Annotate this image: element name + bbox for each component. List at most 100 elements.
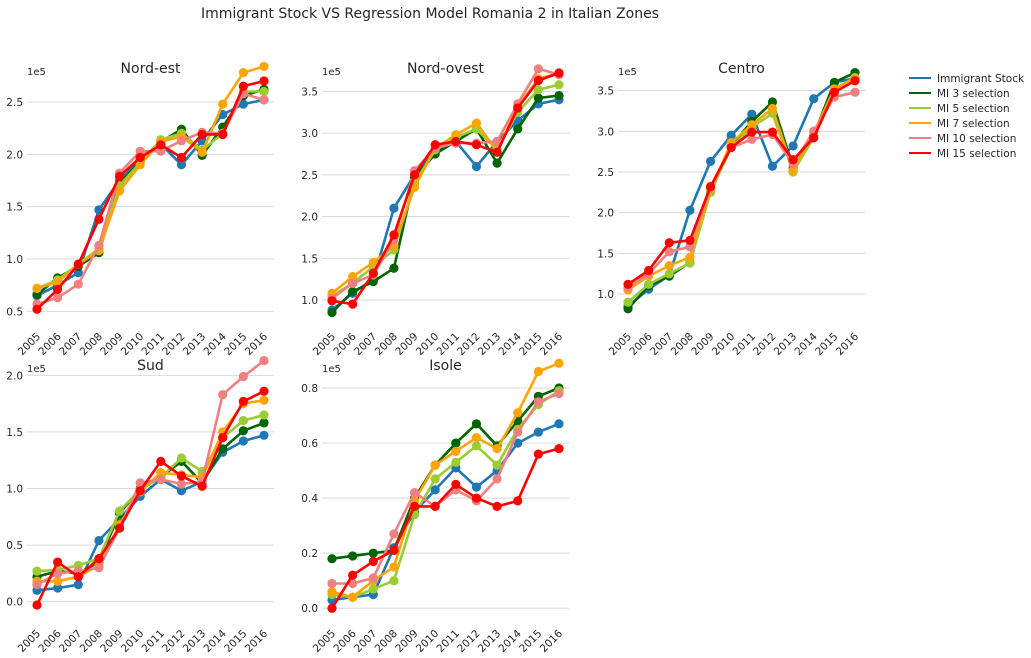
- data-point: [685, 235, 695, 245]
- data-point: [327, 307, 337, 318]
- data-point: [726, 142, 736, 153]
- data-point: [513, 496, 523, 506]
- data-point: [451, 438, 461, 448]
- y-tick-label: 3.0: [597, 126, 614, 138]
- y-offset-label: 1e5: [322, 364, 341, 375]
- x-tick-label: 2006: [331, 330, 359, 358]
- x-tick-label: 2010: [710, 331, 737, 358]
- y-tick-label: 3.0: [301, 128, 318, 140]
- series-line: [36, 79, 265, 311]
- data-point: [259, 418, 269, 428]
- data-point: [664, 260, 674, 271]
- data-point: [53, 557, 63, 567]
- x-tick-label: 2014: [496, 627, 524, 655]
- data-point: [554, 358, 564, 368]
- subplot-title: Sud: [137, 358, 164, 374]
- data-point: [389, 203, 399, 213]
- data-point: [685, 205, 695, 215]
- legend-item: MI 10 selection: [909, 133, 1016, 145]
- series-mi-5-selection: [32, 86, 269, 293]
- x-tick-label: 2016: [538, 627, 566, 655]
- x-tick-label: 2011: [435, 628, 462, 655]
- data-point: [533, 93, 543, 103]
- data-point: [53, 576, 63, 586]
- series-mi-3-selection: [327, 90, 564, 318]
- x-tick-label: 2011: [140, 628, 167, 655]
- data-point: [327, 587, 337, 597]
- series-line: [36, 65, 265, 290]
- y-offset-label: 1e5: [27, 67, 46, 78]
- data-point: [809, 133, 819, 143]
- data-point: [554, 443, 564, 454]
- data-point: [623, 297, 633, 307]
- data-point: [492, 501, 502, 511]
- x-tick-label: 2005: [311, 628, 338, 655]
- data-point: [389, 263, 399, 273]
- data-point: [176, 486, 187, 496]
- x-tick-label: 2008: [78, 628, 105, 655]
- data-point: [788, 165, 798, 175]
- data-point: [389, 529, 399, 539]
- legend-label: MI 7 selection: [937, 118, 1010, 130]
- data-point: [747, 127, 757, 137]
- data-point: [409, 501, 420, 511]
- y-tick-label: 2.5: [301, 170, 318, 182]
- data-point: [32, 283, 42, 293]
- series-mi-7-selection: [32, 61, 269, 293]
- data-point: [135, 486, 145, 496]
- series-line: [627, 71, 856, 310]
- data-point: [327, 296, 337, 306]
- data-point: [492, 147, 502, 157]
- x-tick-label: 2010: [414, 331, 441, 358]
- data-point: [238, 81, 248, 91]
- data-point: [259, 386, 269, 396]
- data-point: [259, 86, 269, 97]
- data-point: [327, 578, 337, 589]
- x-tick-label: 2008: [373, 628, 400, 655]
- data-point: [451, 130, 461, 140]
- data-point: [623, 279, 633, 289]
- data-point: [197, 481, 207, 491]
- data-point: [492, 136, 502, 147]
- data-point: [533, 85, 543, 95]
- data-point: [218, 389, 228, 400]
- series-line: [627, 77, 856, 308]
- data-point: [492, 443, 502, 454]
- data-point: [430, 485, 440, 495]
- x-tick-label: 2011: [435, 331, 462, 358]
- data-point: [767, 97, 778, 107]
- x-tick-label: 2005: [607, 331, 634, 358]
- data-point: [850, 76, 860, 86]
- x-tick-label: 2005: [16, 331, 43, 358]
- legend-label: MI 15 selection: [937, 148, 1016, 160]
- data-point: [32, 566, 42, 576]
- y-tick-label: 2.0: [301, 212, 318, 224]
- series-line: [331, 71, 560, 306]
- legend: Immigrant Stock MI 3 selection MI 5 select…: [909, 73, 1025, 160]
- x-tick-label: 2016: [243, 330, 271, 358]
- x-tick-label: 2014: [496, 330, 524, 358]
- data-point: [368, 268, 378, 278]
- data-point: [747, 134, 757, 145]
- legend-label: MI 10 selection: [937, 133, 1016, 145]
- x-tick-label: 2006: [36, 627, 64, 655]
- data-point: [238, 416, 248, 426]
- x-tick-label: 2010: [414, 628, 441, 655]
- data-point: [492, 158, 502, 168]
- data-point: [135, 160, 145, 170]
- data-point: [430, 460, 440, 470]
- y-tick-label: 1.0: [301, 295, 318, 307]
- data-point: [533, 449, 543, 459]
- legend-item: MI 5 selection: [909, 103, 1010, 115]
- x-tick-label: 2012: [455, 331, 482, 358]
- x-tick-label: 2009: [393, 331, 420, 358]
- data-point: [53, 583, 63, 593]
- x-tick-label: 2015: [813, 331, 840, 358]
- x-tick-label: 2010: [119, 628, 146, 655]
- data-point: [348, 551, 358, 561]
- x-tick-label: 2016: [834, 330, 862, 358]
- data-point: [94, 535, 104, 546]
